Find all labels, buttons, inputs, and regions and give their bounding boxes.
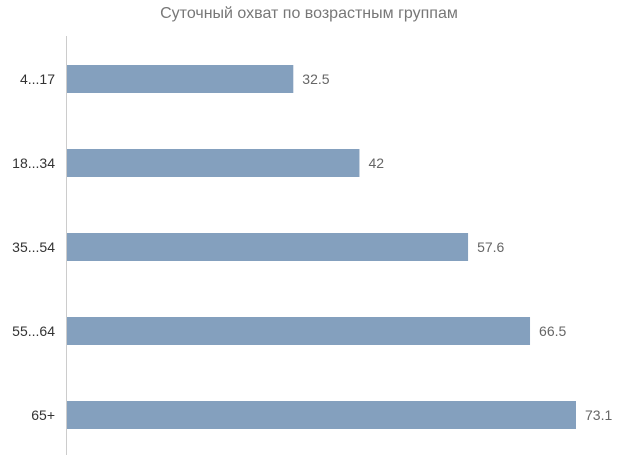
category-label-2: 35...54	[12, 239, 55, 255]
value-label-3: 66.5	[539, 323, 566, 339]
value-label-1: 42	[368, 155, 384, 171]
bar-4	[67, 401, 576, 429]
value-label-4: 73.1	[585, 407, 612, 423]
value-label-2: 57.6	[477, 239, 504, 255]
bar-0	[67, 65, 294, 93]
chart-title: Суточный охват по возрастным группам	[160, 5, 458, 22]
bar-1	[67, 149, 360, 177]
category-label-0: 4...17	[20, 71, 55, 87]
category-label-4: 65+	[31, 407, 55, 423]
value-label-0: 32.5	[302, 71, 329, 87]
category-label-1: 18...34	[12, 155, 55, 171]
bar-2	[67, 233, 469, 261]
category-label-3: 55...64	[12, 323, 55, 339]
bar-3	[67, 317, 531, 345]
